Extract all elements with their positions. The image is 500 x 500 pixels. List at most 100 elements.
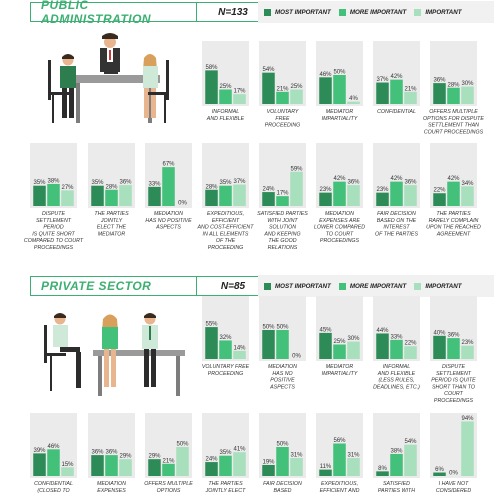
bar-value-label: 0%: [449, 471, 458, 477]
bar-important: [404, 444, 417, 476]
category-label: ELECT THE: [97, 225, 127, 231]
category-label: INFORMAL: [212, 109, 239, 115]
category-label: (CLOSED TO: [37, 488, 69, 494]
bar-important: [461, 186, 474, 206]
bar-most: [376, 471, 389, 476]
bar-value-label: 36%: [447, 333, 460, 339]
bar-value-label: 35%: [33, 180, 46, 186]
category-label: PROCEEDINGS: [34, 245, 74, 251]
bar-most: [262, 72, 275, 104]
bar-value-label: 28%: [447, 82, 460, 88]
category-label: MEDIATION: [154, 211, 183, 217]
category-label: DEADLINES, ETC.): [373, 384, 420, 390]
category-label: AND FLEXIBLE: [377, 371, 416, 377]
bar-value-label: 17%: [276, 191, 289, 197]
category-label: ASPECTS: [155, 225, 181, 231]
legend-item-most: MOST IMPORTANT: [264, 8, 331, 16]
category-label: INTEREST: [383, 225, 410, 231]
legend-swatch-most: [264, 8, 271, 16]
legend-item-more-2: MORE IMPORTANT: [338, 282, 406, 290]
category-label: COURT PROCEEDINGS: [424, 129, 484, 135]
category-label: THE PARTIES: [94, 211, 129, 217]
bar-value-label: 25%: [219, 84, 232, 90]
sample-size-public: N=133: [196, 3, 269, 21]
bar-value-label: 6%: [435, 467, 444, 473]
category-label: SETTLEMENT: [436, 371, 472, 377]
bar-most: [433, 193, 446, 206]
bar-value-label: 22%: [433, 188, 446, 194]
meeting-illustration-public: [48, 33, 169, 123]
bar-more: [219, 89, 232, 104]
bar-important: [347, 458, 360, 476]
category-label: EXPENSES ARE: [319, 218, 360, 224]
legend-swatch-most-2: [264, 282, 271, 290]
bar-most: [262, 192, 275, 206]
legend-item-most-2: MOST IMPORTANT: [264, 282, 331, 290]
bar-value-label: 36%: [91, 450, 104, 456]
bar-value-label: 54%: [262, 67, 275, 73]
bar-more: [276, 447, 289, 476]
category-label: EXPENSES: [97, 488, 126, 494]
legend-item-important: IMPORTANT: [414, 8, 462, 16]
bar-most: [33, 453, 46, 476]
bar-value-label: 31%: [290, 453, 303, 459]
chart-panel: 39%46% 15% CONFIDENTIAL(CLOSED TO: [30, 413, 77, 494]
bar-value-label: 21%: [276, 86, 289, 92]
bar-more: [276, 196, 289, 206]
bar-important: [461, 421, 474, 476]
category-label: LOWER COMPARED: [314, 225, 365, 231]
category-label: BASED: [274, 488, 292, 494]
bar-important: [461, 345, 474, 359]
bar-value-label: 34%: [461, 181, 474, 187]
bar-value-label: 37%: [376, 77, 389, 83]
bar-important: [290, 89, 303, 104]
bar-value-label: 59%: [290, 166, 303, 172]
bar-value-label: 55%: [205, 322, 218, 328]
bar-most: [91, 455, 104, 476]
category-label: IN ALL ELEMENTS: [203, 231, 249, 237]
bar-value-label: 33%: [148, 181, 161, 187]
bar-important: [347, 101, 360, 104]
bar-most: [433, 335, 446, 359]
category-label: BASED ON THE: [377, 218, 417, 224]
bar-value-label: 50%: [276, 442, 289, 448]
category-label: SOLUTION: [269, 225, 296, 231]
category-label: FAIR DECISION: [263, 481, 302, 487]
bar-value-label: 11%: [320, 464, 332, 470]
category-label: TO COURT: [326, 231, 354, 237]
bar-important: [119, 185, 132, 206]
category-label: SATISFIED PARTIES: [257, 211, 308, 217]
bar-value-label: 44%: [376, 328, 389, 334]
bar-more: [219, 340, 232, 359]
category-label: AND KEEPING: [263, 231, 300, 237]
bar-value-label: 42%: [333, 176, 346, 182]
bar-most: [262, 464, 275, 476]
bar-value-label: 30%: [461, 81, 474, 87]
bar-value-label: 23%: [461, 340, 474, 346]
bar-value-label: 67%: [162, 162, 175, 168]
category-label: AND COST-EFFICIENT: [196, 225, 254, 231]
bar-value-label: 56%: [333, 438, 346, 444]
bar-more: [447, 87, 460, 104]
legend-private: MOST IMPORTANT MORE IMPORTANT IMPORTANT: [258, 275, 494, 297]
category-label: EFFICIENT AND: [320, 488, 360, 494]
category-label: PROCEEDINGS: [434, 398, 474, 404]
bar-important: [233, 452, 246, 476]
bar-value-label: 54%: [404, 439, 417, 445]
bar-value-label: 46%: [47, 444, 60, 450]
bar-more: [447, 181, 460, 206]
chart-panel: 37% 42%21% CONFIDENTIAL: [373, 41, 420, 115]
category-label: CONFIDENTIAL: [34, 481, 73, 487]
bar-value-label: 21%: [162, 458, 175, 464]
category-label: PERIOD: [43, 225, 63, 231]
